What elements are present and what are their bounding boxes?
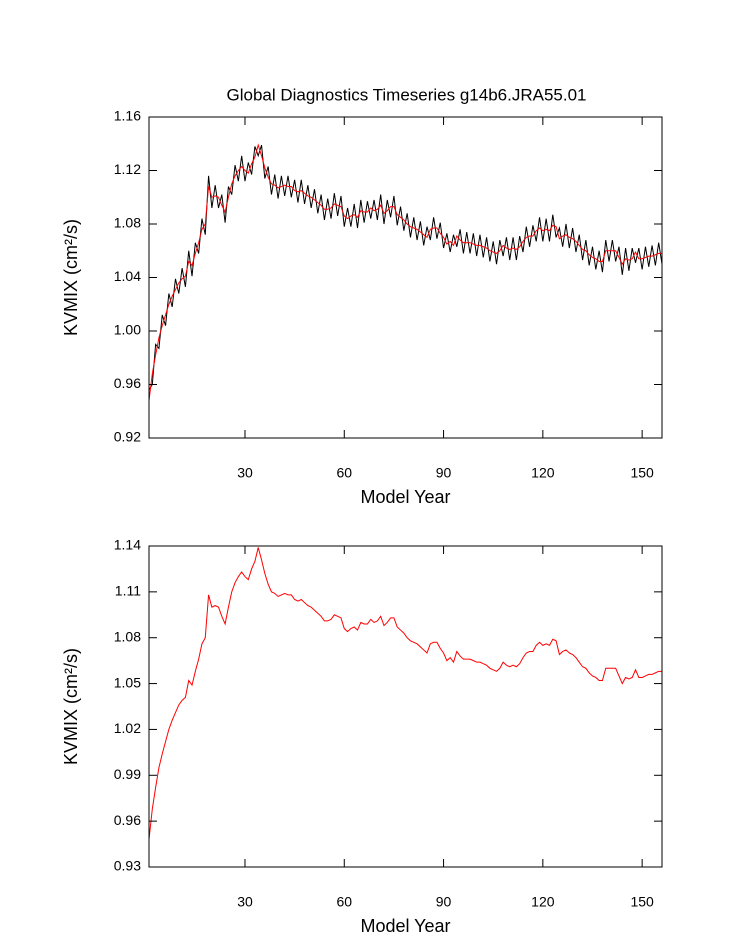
x-axis-label: Model Year — [360, 487, 450, 507]
x-tick-label: 150 — [630, 894, 654, 910]
y-tick-label: 0.93 — [114, 858, 141, 874]
y-tick-label: 1.16 — [114, 108, 141, 124]
x-tick-label: 60 — [336, 894, 352, 910]
y-tick-label: 1.05 — [114, 674, 141, 690]
y-tick-label: 0.92 — [114, 429, 141, 445]
plot-frame — [148, 545, 663, 868]
y-tick-label: 1.14 — [114, 537, 141, 553]
x-tick-label: 120 — [531, 465, 555, 481]
x-tick-label: 30 — [237, 894, 253, 910]
x-axis-label: Model Year — [360, 916, 450, 936]
y-axis-label: KVMIX (cm²/s) — [61, 648, 81, 765]
plot-frame — [148, 116, 663, 439]
y-tick-label: 0.99 — [114, 766, 141, 782]
y-tick-label: 1.00 — [114, 322, 141, 338]
data-line — [148, 143, 662, 401]
y-tick-label: 0.96 — [114, 812, 141, 828]
x-tick-label: 150 — [630, 465, 654, 481]
y-tick-label: 1.11 — [115, 583, 141, 599]
data-line — [148, 144, 663, 391]
data-line — [148, 547, 662, 840]
y-tick-label: 1.12 — [114, 161, 141, 177]
chart-title: Global Diagnostics Timeseries g14b6.JRA5… — [226, 85, 586, 104]
y-tick-label: 1.04 — [114, 268, 141, 284]
y-axis-label: KVMIX (cm²/s) — [61, 219, 81, 336]
x-tick-label: 120 — [531, 894, 555, 910]
y-tick-label: 1.02 — [114, 720, 141, 736]
x-tick-label: 30 — [237, 465, 253, 481]
y-tick-label: 1.08 — [114, 628, 141, 644]
y-tick-label: 0.96 — [114, 375, 141, 391]
x-tick-label: 60 — [336, 465, 352, 481]
x-tick-label: 90 — [436, 894, 452, 910]
y-tick-label: 1.08 — [114, 215, 141, 231]
x-tick-label: 90 — [436, 465, 452, 481]
